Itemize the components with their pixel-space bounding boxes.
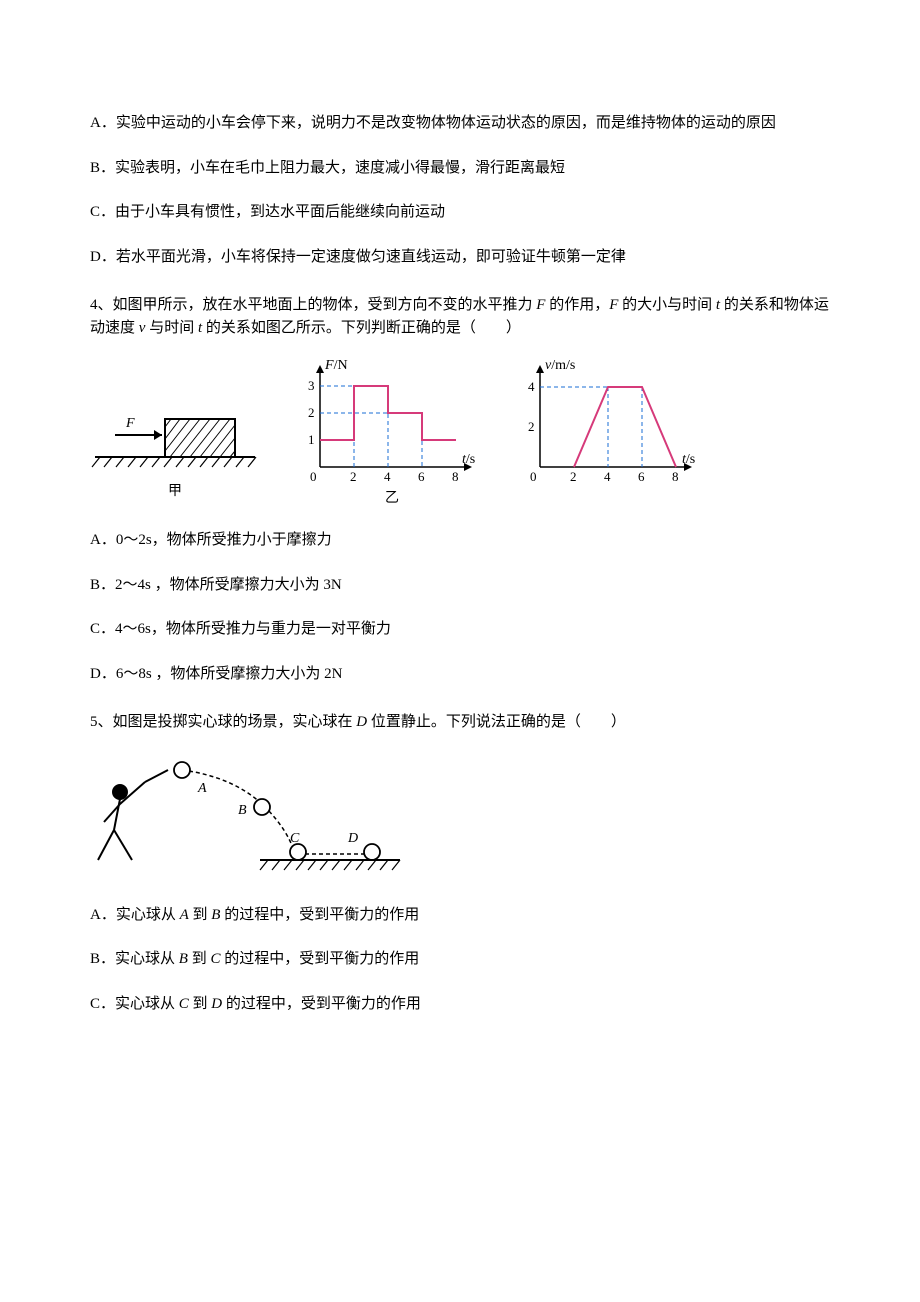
q4-figure-row: F 甲 1 2 3 [90,357,830,507]
q3-option-a: A．实验中运动的小车会停下来，说明力不是改变物体物体运动状态的原因，而是维持物体… [90,112,830,135]
q3-option-b: B．实验表明，小车在毛巾上阻力最大，速度减小得最慢，滑行距离最短 [90,157,830,180]
svg-text:6: 6 [638,469,645,484]
q4-stem-text5: 与时间 [145,320,198,336]
q4-chart-f: 1 2 3 0 2 4 6 8 F/N t/s 乙 [290,357,480,507]
q4-stem-text6: 的关系如图乙所示。下列判断正确的是（ ） [202,320,521,336]
q5-optb-t1: B．实心球从 [90,951,179,967]
q5-optc-t1: C．实心球从 [90,996,179,1012]
svg-text:2: 2 [308,405,315,420]
q3-option-d: D．若水平面光滑，小车将保持一定速度做匀速直线运动，即可验证牛顿第一定律 [90,246,830,269]
svg-text:F/N: F/N [324,358,348,373]
svg-text:2: 2 [570,469,577,484]
svg-text:0: 0 [310,469,317,484]
svg-text:v/m/s: v/m/s [545,358,575,373]
q4-stem-text2: 的作用， [545,297,609,313]
svg-text:8: 8 [452,469,459,484]
svg-text:1: 1 [308,432,315,447]
q5-opta-t1: A．实心球从 [90,907,180,923]
q5-label-a: A [197,781,207,796]
q5-stem-text2: 位置静止。下列说法正确的是（ ） [367,714,626,730]
svg-text:4: 4 [528,379,535,394]
q5-optc-vc: C [179,996,189,1012]
svg-text:4: 4 [604,469,611,484]
svg-text:t/s: t/s [462,452,475,467]
q5-opta-t2: 的过程中，受到平衡力的作用 [220,907,419,923]
q5-option-a: A．实心球从 A 到 B 的过程中，受到平衡力的作用 [90,904,830,927]
q5-figure: A B C D [90,752,420,882]
svg-text:t/s: t/s [682,452,695,467]
q3-option-c: C．由于小车具有惯性，到达水平面后能继续向前运动 [90,201,830,224]
q5-option-b: B．实心球从 B 到 C 的过程中，受到平衡力的作用 [90,948,830,971]
svg-text:3: 3 [308,378,315,393]
q4-jia-f-label: F [125,416,135,431]
q5-opta-va: A [180,907,189,923]
q4-option-c: C．4～6s，物体所受推力与重力是一对平衡力 [90,618,830,641]
q5-optb-vb: B [179,951,188,967]
q5-opta-mid: 到 [189,907,212,923]
q4-option-a: A．0～2s，物体所受推力小于摩擦力 [90,529,830,552]
q4-figure-jia: F 甲 [90,377,260,507]
q5-option-c: C．实心球从 C 到 D 的过程中，受到平衡力的作用 [90,993,830,1016]
q4-var-f2: F [609,297,618,313]
q5-var-d: D [356,714,367,730]
q4-option-b: B．2～4s ，物体所受摩擦力大小为 3N [90,574,830,597]
q4-stem-text1: 4、如图甲所示，放在水平地面上的物体，受到方向不变的水平推力 [90,297,536,313]
q5-stem-text1: 5、如图是投掷实心球的场景，实心球在 [90,714,356,730]
q5-optb-t2: 的过程中，受到平衡力的作用 [220,951,419,967]
q5-optb-vc: C [210,951,220,967]
q5-optb-mid: 到 [188,951,211,967]
q4-jia-caption: 甲 [168,484,182,499]
svg-text:2: 2 [528,419,535,434]
q4-yi-caption: 乙 [385,490,399,506]
q5-label-b: B [238,803,247,818]
svg-text:6: 6 [418,469,425,484]
q4-chart-v: 2 4 0 2 4 6 8 v/m/s t/s [510,357,700,507]
q5-optc-mid: 到 [189,996,212,1012]
q4-stem-text3: 的大小与时间 [618,297,716,313]
q5-optc-t2: 的过程中，受到平衡力的作用 [222,996,421,1012]
svg-text:0: 0 [530,469,537,484]
svg-text:2: 2 [350,469,357,484]
svg-text:4: 4 [384,469,391,484]
q4-option-d: D．6～8s ，物体所受摩擦力大小为 2N [90,663,830,686]
q5-optc-vd: D [211,996,222,1012]
q5-label-d: D [347,831,358,846]
q5-label-c: C [290,831,300,846]
svg-text:8: 8 [672,469,679,484]
q5-stem: 5、如图是投掷实心球的场景，实心球在 D 位置静止。下列说法正确的是（ ） [90,711,830,734]
q4-stem: 4、如图甲所示，放在水平地面上的物体，受到方向不变的水平推力 F 的作用，F 的… [90,294,830,339]
